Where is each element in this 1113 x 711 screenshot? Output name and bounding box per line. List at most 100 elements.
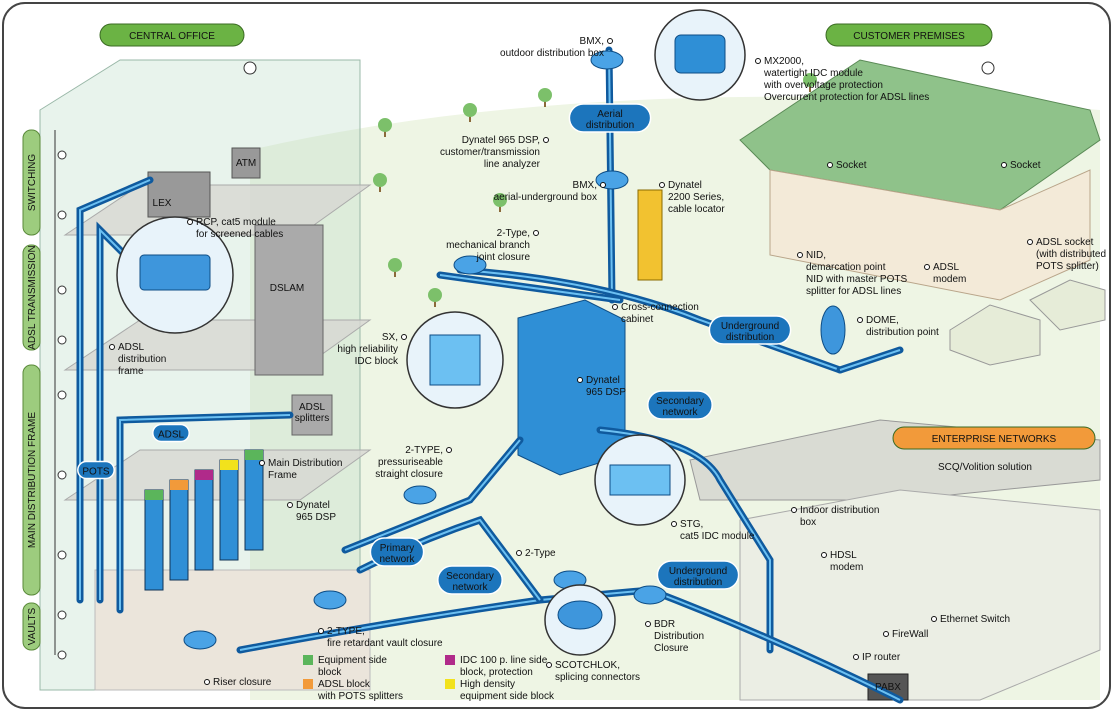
callout-dot [828, 163, 833, 168]
callout-dot [1002, 163, 1007, 168]
legend-text: IDC 100 p. line side [460, 655, 548, 666]
callout-dot [517, 551, 522, 556]
mdf-block-top [170, 480, 188, 490]
callout-text: BMX, [573, 180, 597, 191]
lex [148, 172, 210, 217]
callout-note: NID with master POTS [806, 274, 907, 285]
callout-text: Socket [836, 160, 867, 171]
callout-dot [110, 345, 115, 350]
mdf-block [145, 490, 163, 590]
side-label: MAIN DISTRIBUTION FRAME [27, 412, 38, 548]
equipment-label: DSLAM [270, 283, 304, 294]
callout-dot [288, 503, 293, 508]
equipment-label: ATM [236, 158, 256, 169]
callout-note: (with distributed [1036, 249, 1106, 260]
network-label: network [379, 554, 415, 565]
side-node [58, 391, 66, 399]
callout-text: BMX, [580, 36, 604, 47]
network-label: Primary [380, 543, 414, 554]
callout-dot [884, 632, 889, 637]
callout-dot [798, 253, 803, 258]
equipment-label: ADSL [299, 402, 326, 413]
callout-dot [260, 461, 265, 466]
stg-module [610, 465, 670, 495]
callout-text: line analyzer [484, 159, 541, 170]
callout-dot [1028, 240, 1033, 245]
callout-text: Distribution [654, 631, 704, 642]
callout-dot [578, 378, 583, 383]
mdf-block [195, 470, 213, 570]
scotchlok [558, 601, 602, 629]
callout-text: STG, [680, 519, 703, 530]
callout-dot [544, 138, 549, 143]
callout-text: box [800, 517, 816, 528]
enterprise-floor [740, 490, 1100, 700]
legend-text: block [318, 667, 342, 678]
callout-text: 2-Type, [497, 228, 530, 239]
callout-dot [925, 265, 930, 270]
callout-dot [932, 617, 937, 622]
sx-block [430, 335, 480, 385]
callout-text: Closure [654, 643, 689, 654]
callout-text: watertight IDC module [763, 68, 863, 79]
callout-text: fire retardant vault closure [327, 638, 443, 649]
tree [388, 258, 402, 272]
closure [184, 631, 216, 649]
callout-text: ADSL socket [1036, 237, 1094, 248]
mdf-block-top [195, 470, 213, 480]
legend-swatch [445, 679, 455, 689]
callout-dot [646, 622, 651, 627]
callout-text: 965 DSP [586, 387, 626, 398]
network-label: network [452, 582, 488, 593]
callout-text: mechanical branch [446, 240, 530, 251]
legend-swatch [445, 655, 455, 665]
section-marker [244, 62, 256, 74]
callout-text: MX2000, [764, 56, 804, 67]
network-label: network [662, 407, 698, 418]
section-title: CENTRAL OFFICE [129, 31, 215, 42]
callout-dot [205, 680, 210, 685]
mdf-block [220, 460, 238, 560]
network-label: Underground [721, 321, 779, 332]
mdf-block [170, 480, 188, 580]
side-node [58, 551, 66, 559]
callout-dot [822, 553, 827, 558]
callout-text: with overvoltage protection [763, 80, 883, 91]
network-label: Aerial [597, 109, 623, 120]
legend-swatch [303, 679, 313, 689]
network-label: Secondary [446, 571, 494, 582]
callout-text: 2-TYPE, [327, 626, 365, 637]
callout-text: demarcation point [806, 262, 886, 273]
equipment-label: splitters [295, 413, 329, 424]
callout-text: Main Distribution [268, 458, 342, 469]
callout-dot [534, 231, 539, 236]
equipment-label: LEX [153, 198, 172, 209]
callout-text: straight closure [375, 469, 443, 480]
callout-text: Frame [268, 470, 297, 481]
rcp-module [140, 255, 210, 290]
network-label: ADSL [158, 430, 185, 441]
callout-text: IDC block [355, 356, 399, 367]
callout-text: Indoor distribution [800, 505, 880, 516]
callout-text: Dynatel [586, 375, 620, 386]
side-node [58, 211, 66, 219]
tree [428, 288, 442, 302]
callout-text: HDSL [830, 550, 857, 561]
callout-text: aerial-underground box [494, 192, 597, 203]
side-node [58, 286, 66, 294]
dslam [255, 225, 323, 375]
mdf-block-top [245, 450, 263, 460]
callout-dot [402, 335, 407, 340]
network-label: distribution [726, 332, 774, 343]
closure [634, 586, 666, 604]
mdf-block-top [220, 460, 238, 470]
callout-text: Ethernet Switch [940, 614, 1010, 625]
side-label: ADSL TRANSMISSION [27, 245, 38, 349]
callout-text: Riser closure [213, 677, 272, 688]
side-node [58, 651, 66, 659]
network-label: Secondary [656, 396, 704, 407]
tree [373, 173, 387, 187]
network-label: distribution [586, 120, 634, 131]
dome [821, 306, 845, 354]
page: CENTRAL OFFICECUSTOMER PREMISESENTERPRIS… [0, 0, 1113, 711]
